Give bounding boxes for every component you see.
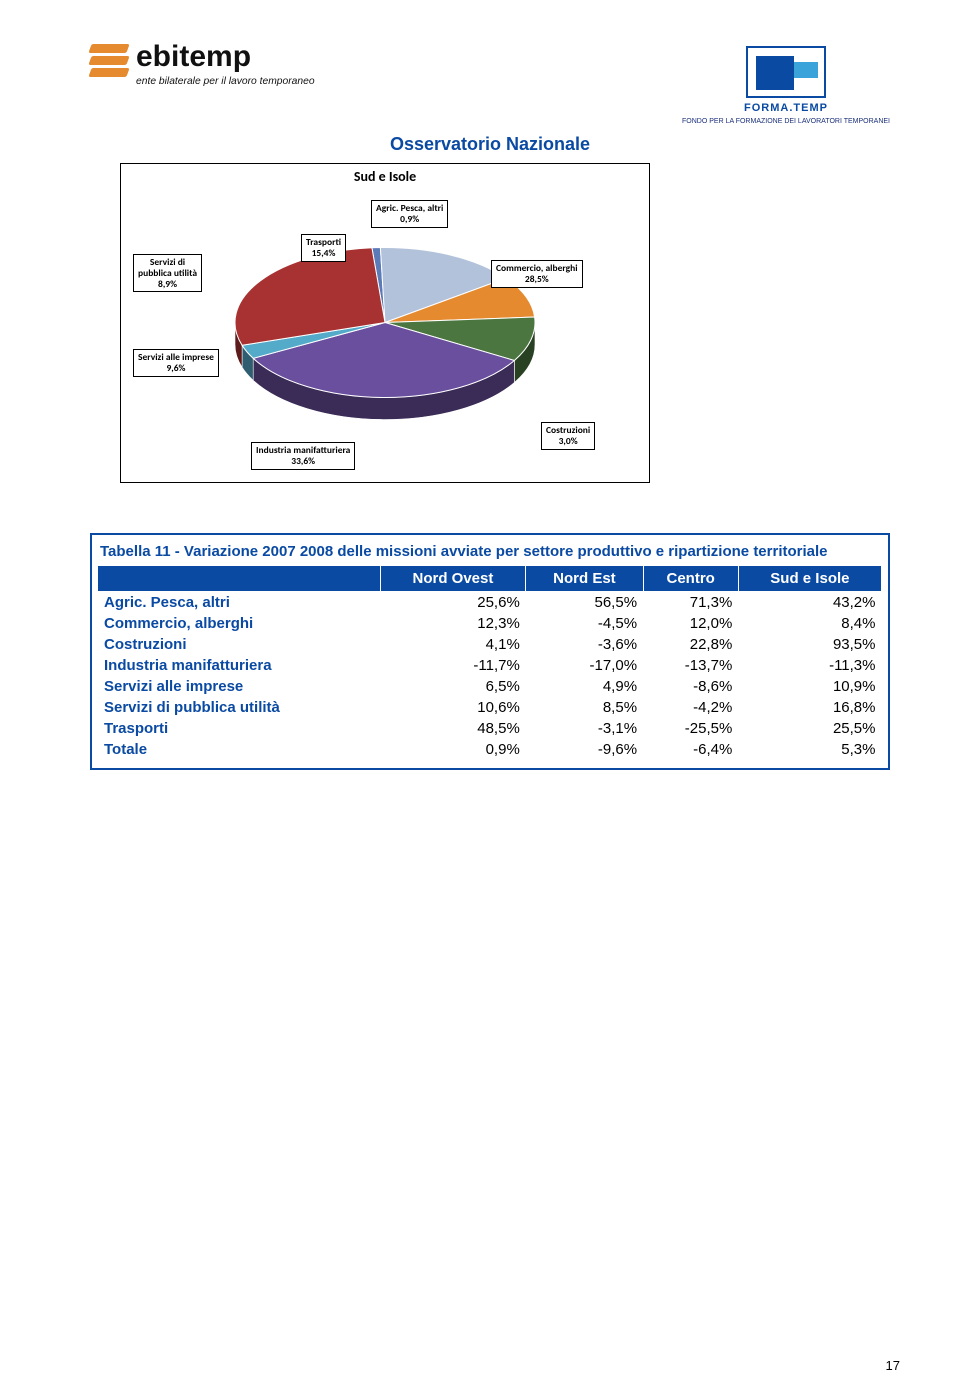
table-row: Costruzioni4,1%-3,6%22,8%93,5%: [98, 634, 882, 655]
table-cell: 16,8%: [738, 697, 881, 718]
table-cell: 12,3%: [380, 613, 526, 634]
pie-chart-svg: [195, 223, 575, 448]
table-row: Totale0,9%-9,6%-6,4%5,3%: [98, 739, 882, 760]
table-row-label: Servizi alle imprese: [98, 676, 380, 697]
table-header-cell: Sud e Isole: [738, 566, 881, 592]
table-cell: 25,5%: [738, 718, 881, 739]
table-row: Servizi alle imprese6,5%4,9%-8,6%10,9%: [98, 676, 882, 697]
table-cell: -9,6%: [526, 739, 643, 760]
table-row-label: Industria manifatturiera: [98, 655, 380, 676]
table-cell: 10,6%: [380, 697, 526, 718]
logo-ebitemp-bars-icon: [90, 44, 128, 77]
table-header-cell: Nord Ovest: [380, 566, 526, 592]
table-row: Industria manifatturiera-11,7%-17,0%-13,…: [98, 655, 882, 676]
table-row: Servizi di pubblica utilità10,6%8,5%-4,2…: [98, 697, 882, 718]
table-cell: -11,3%: [738, 655, 881, 676]
table-row: Trasporti48,5%-3,1%-25,5%25,5%: [98, 718, 882, 739]
table-cell: 25,6%: [380, 591, 526, 613]
table-row: Commercio, alberghi12,3%-4,5%12,0%8,4%: [98, 613, 882, 634]
table-cell: 8,5%: [526, 697, 643, 718]
table-cell: 71,3%: [643, 591, 738, 613]
table-row-label: Servizi di pubblica utilità: [98, 697, 380, 718]
table-cell: 10,9%: [738, 676, 881, 697]
table-cell: 93,5%: [738, 634, 881, 655]
table-cell: 43,2%: [738, 591, 881, 613]
logo-ebitemp: ebitemp ente bilaterale per il lavoro te…: [90, 40, 315, 87]
chart-label: Trasporti15,4%: [301, 234, 346, 262]
table-cell: -13,7%: [643, 655, 738, 676]
page-number: 17: [886, 1358, 900, 1373]
chart-label: Industria manifatturiera33,6%: [251, 442, 355, 470]
table-cell: 4,9%: [526, 676, 643, 697]
chart-label: Costruzioni3,0%: [541, 422, 595, 450]
table-row-label: Commercio, alberghi: [98, 613, 380, 634]
table-cell: -4,2%: [643, 697, 738, 718]
table-cell: 6,5%: [380, 676, 526, 697]
table-row-label: Agric. Pesca, altri: [98, 591, 380, 613]
table-cell: -11,7%: [380, 655, 526, 676]
table-row: Agric. Pesca, altri25,6%56,5%71,3%43,2%: [98, 591, 882, 613]
header: ebitemp ente bilaterale per il lavoro te…: [90, 40, 890, 126]
table-cell: 12,0%: [643, 613, 738, 634]
table-cell: 0,9%: [380, 739, 526, 760]
table-row-label: Totale: [98, 739, 380, 760]
table-cell: 22,8%: [643, 634, 738, 655]
chart-label: Servizi dipubblica utilità8,9%: [133, 254, 202, 293]
table-cell: -25,5%: [643, 718, 738, 739]
logo-formatemp-sub: FONDO PER LA FORMAZIONE DEI LAVORATORI T…: [682, 118, 890, 126]
table-caption: Tabella 11 - Variazione 2007 2008 delle …: [98, 539, 882, 566]
logo-ebitemp-sub: ente bilaterale per il lavoro temporaneo: [136, 76, 315, 87]
logo-formatemp-name: FORMA.TEMP: [744, 102, 828, 114]
table-row-label: Costruzioni: [98, 634, 380, 655]
table-cell: -3,1%: [526, 718, 643, 739]
table-header-cell: Centro: [643, 566, 738, 592]
table-cell: 5,3%: [738, 739, 881, 760]
table-cell: 4,1%: [380, 634, 526, 655]
table-cell: 56,5%: [526, 591, 643, 613]
table-cell: -17,0%: [526, 655, 643, 676]
logo-ebitemp-name: ebitemp: [136, 40, 315, 74]
table-header-cell: [98, 566, 380, 592]
chart-title: Sud e Isole: [354, 168, 416, 185]
table-cell: -8,6%: [643, 676, 738, 697]
table-cell: -6,4%: [643, 739, 738, 760]
table-header-cell: Nord Est: [526, 566, 643, 592]
section-title: Osservatorio Nazionale: [90, 134, 890, 155]
table-row-label: Trasporti: [98, 718, 380, 739]
table-cell: 8,4%: [738, 613, 881, 634]
data-table: Nord OvestNord EstCentroSud e Isole Agri…: [98, 566, 882, 760]
chart-label: Agric. Pesca, altri0,9%: [371, 200, 448, 228]
table-11: Tabella 11 - Variazione 2007 2008 delle …: [90, 533, 890, 770]
table-cell: 48,5%: [380, 718, 526, 739]
chart-label: Servizi alle imprese9,6%: [133, 349, 219, 377]
pie-chart-sud-isole: Sud e Isole Agric. Pesca, altri0,9% Trasp…: [120, 163, 650, 483]
table-cell: -4,5%: [526, 613, 643, 634]
logo-formatemp-icon: [746, 46, 826, 98]
logo-formatemp: FORMA.TEMP FONDO PER LA FORMAZIONE DEI L…: [682, 40, 890, 126]
table-cell: -3,6%: [526, 634, 643, 655]
chart-label: Commercio, alberghi28,5%: [491, 260, 583, 288]
